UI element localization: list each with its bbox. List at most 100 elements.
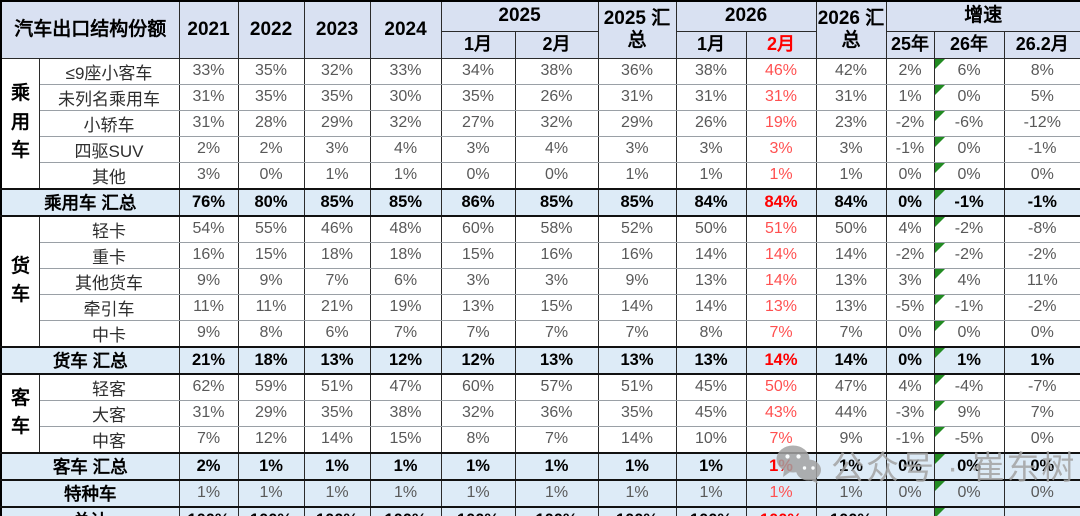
table-cell: 3% (440, 135, 516, 163)
table-cell: 100% (237, 505, 305, 516)
table-cell: 1% (745, 478, 817, 508)
table-cell: 1% (440, 478, 516, 508)
table-cell: -2% (1003, 241, 1080, 269)
table-row: 中客 7% 12% 14% 15% 8% 7% 14% 10% 7% 9% -1% -5% 0% (1, 425, 1080, 453)
table-cell: 9% (815, 425, 887, 453)
summary-row: 客车 汇总 2% 1% 1% 1% 1% 1% 1% 1% 1% 1% 0% 0% 0% (0, 451, 1080, 481)
table-cell: 60% (440, 215, 516, 243)
table-cell: -1% (885, 425, 935, 453)
table-cell: 1% (745, 451, 817, 481)
table-cell: 3% (815, 135, 887, 163)
summary-label: 乘用车 汇总 (0, 187, 180, 217)
table-cell: 34% (440, 57, 516, 85)
table-cell: 62% (178, 373, 239, 401)
table-cell: 0% (1003, 425, 1080, 453)
table-cell: -5% (885, 293, 935, 321)
table-cell: 8% (675, 319, 747, 347)
table-cell: 60% (440, 373, 516, 401)
table-cell: 3% (745, 135, 817, 163)
table-cell: 0% (933, 478, 1005, 508)
table-cell: 84% (745, 187, 817, 217)
table-cell: 31% (597, 83, 677, 111)
table-cell: -2% (885, 109, 935, 137)
table-cell: 35% (237, 57, 305, 85)
table-cell: 35% (237, 83, 305, 111)
row-label: 牵引车 (38, 293, 180, 321)
table-cell: 100% (303, 505, 371, 516)
table-cell: 30% (369, 83, 442, 111)
col-header-growth-26: 26年 (933, 30, 1005, 59)
table-cell: 8% (440, 425, 516, 453)
table-cell: 14% (597, 293, 677, 321)
table-cell: 15% (237, 241, 305, 269)
table-cell: 1% (237, 451, 305, 481)
table-cell: 19% (369, 293, 442, 321)
col-group-growth: 增速 (885, 0, 1080, 32)
table-cell: 1% (303, 451, 371, 481)
summary-label: 货车 汇总 (0, 345, 180, 375)
table-cell: 1% (933, 345, 1005, 375)
table-cell: 7% (815, 319, 887, 347)
table-cell: 86% (440, 187, 516, 217)
table-cell: 59% (237, 373, 305, 401)
table-cell: 36% (597, 57, 677, 85)
col-group-2025: 2025 (440, 0, 599, 32)
row-label: 中客 (38, 425, 180, 453)
row-label: 四驱SUV (38, 135, 180, 163)
table-cell: 9% (933, 399, 1005, 427)
table-cell: 31% (178, 399, 239, 427)
table-cell: 1% (369, 451, 442, 481)
table-cell: 2% (885, 57, 935, 85)
table-cell: 7% (514, 425, 599, 453)
table-cell: 1% (597, 161, 677, 189)
table-cell: 1% (675, 161, 747, 189)
col-header-2024: 2024 (369, 0, 442, 59)
table-cell: 4% (369, 135, 442, 163)
table-cell: 32% (440, 399, 516, 427)
table-cell: 0% (440, 161, 516, 189)
table-cell: 21% (303, 293, 371, 321)
table-cell (933, 505, 1005, 516)
table-cell: 18% (303, 241, 371, 269)
table-cell: 12% (237, 425, 305, 453)
table-cell: 3% (597, 135, 677, 163)
table-cell: 19% (745, 109, 817, 137)
table-cell: 36% (514, 399, 599, 427)
table-cell: 1% (514, 478, 599, 508)
table-cell: 1% (675, 478, 747, 508)
table-cell: 7% (369, 319, 442, 347)
table-cell: 28% (237, 109, 305, 137)
table-cell: 12% (440, 345, 516, 375)
table-cell: 85% (597, 187, 677, 217)
table-cell: 6% (933, 57, 1005, 85)
table-cell: 58% (514, 215, 599, 243)
table-cell: 1% (440, 451, 516, 481)
table-cell: 51% (745, 215, 817, 243)
table-cell: 31% (815, 83, 887, 111)
row-label: 重卡 (38, 241, 180, 269)
table-cell: 32% (514, 109, 599, 137)
table-cell: 1% (369, 161, 442, 189)
table-cell: 45% (675, 373, 747, 401)
table-cell: 13% (597, 345, 677, 375)
table-cell: 1% (303, 161, 371, 189)
row-label: ≤9座小客车 (38, 57, 180, 85)
table-cell: 31% (178, 109, 239, 137)
table-row: 大客 31% 29% 35% 38% 32% 36% 35% 45% 43% 44% -3% 9% 7% (1, 399, 1080, 427)
table-cell: 11% (1003, 267, 1080, 295)
row-label: 其他 (38, 161, 180, 189)
table-row: 牵引车 11% 11% 21% 19% 13% 15% 14% 14% 13% 13% -5% -1% -… (1, 293, 1080, 321)
table-header: 汽车出口结构份额 2021 2022 2023 2024 2025 2025 汇… (0, 0, 1080, 59)
table-cell: 0% (1003, 451, 1080, 481)
total-row: 总计100%100%100%100%100%100%100%100%100%10… (0, 505, 1080, 516)
row-label: 特种车 (0, 478, 180, 508)
table-cell: -1% (885, 135, 935, 163)
table-row: 货车 轻卡 54% 55% 46% 48% 60% 58% 52% 50% 51% 50% 4% -2% -… (0, 215, 1080, 347)
table-cell: 54% (178, 215, 239, 243)
table-cell: 9% (178, 319, 239, 347)
table-cell: 9% (178, 267, 239, 295)
table-cell: 35% (597, 399, 677, 427)
table-cell: 50% (815, 215, 887, 243)
table-cell: 1% (597, 478, 677, 508)
table-cell: 31% (745, 83, 817, 111)
